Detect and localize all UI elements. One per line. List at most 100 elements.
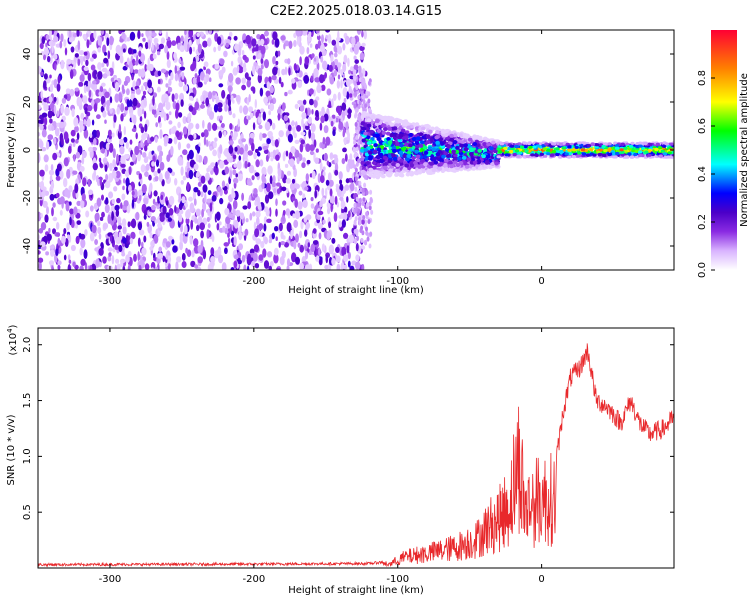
heatmap-cell — [332, 129, 336, 137]
heatmap-cell — [297, 201, 303, 210]
heatmap-cell — [97, 71, 103, 80]
heatmap-cell — [59, 209, 63, 216]
heatmap-cell — [114, 81, 119, 92]
heatmap-cell — [353, 238, 357, 244]
heatmap-cell — [457, 156, 462, 161]
heatmap-cell — [594, 143, 600, 147]
heatmap-cell — [104, 91, 110, 99]
heatmap-cell — [308, 31, 312, 37]
heatmap-cell — [301, 118, 304, 128]
heatmap-cell — [607, 148, 612, 152]
heatmap-cell — [408, 132, 414, 137]
heatmap-cell — [141, 183, 147, 194]
heatmap-cell — [344, 206, 348, 213]
heatmap-cell — [611, 152, 616, 156]
heatmap-cell — [466, 157, 472, 162]
heatmap-cell — [119, 54, 124, 64]
heatmap-cell — [76, 132, 80, 140]
heatmap-cell — [241, 77, 246, 84]
heatmap-cell — [327, 33, 332, 44]
heatmap-cell — [122, 266, 126, 270]
heatmap-cell — [321, 106, 325, 116]
heatmap-cell — [251, 142, 255, 152]
heatmap-cell — [328, 179, 334, 187]
heatmap-cell — [339, 179, 343, 185]
heatmap-cell — [278, 130, 284, 138]
heatmap-cell — [73, 154, 76, 162]
heatmap-cell — [192, 77, 197, 85]
heatmap-cell — [355, 85, 359, 91]
heatmap-cell — [219, 115, 223, 121]
heatmap-cell — [47, 55, 51, 63]
heatmap-cell — [208, 77, 212, 82]
heatmap-cell — [140, 68, 146, 78]
heatmap-cell — [365, 135, 371, 140]
heatmap-cell — [365, 230, 369, 236]
heatmap-cell — [322, 60, 328, 70]
heatmap-cell — [178, 214, 183, 223]
heatmap-cell — [133, 69, 139, 74]
heatmap-cell — [87, 178, 91, 187]
heatmap-cell — [144, 145, 148, 152]
heatmap-cell — [157, 70, 162, 77]
heatmap-cell — [253, 244, 260, 253]
heatmap-cell — [40, 51, 45, 56]
heatmap-cell — [585, 153, 591, 157]
heatmap-cell — [214, 250, 220, 259]
heatmap-cell — [244, 228, 249, 236]
heatmap-cell — [202, 40, 208, 48]
heatmap-cell — [215, 161, 218, 169]
heatmap-cell — [304, 186, 309, 191]
heatmap-cell — [101, 82, 106, 87]
heatmap-cell — [180, 99, 184, 107]
heatmap-cell — [311, 170, 316, 180]
heatmap-cell — [188, 95, 194, 101]
heatmap-cell — [340, 69, 344, 76]
heatmap-cell — [188, 122, 194, 129]
heatmap-cell — [472, 160, 478, 165]
heatmap-cell — [138, 264, 142, 270]
heatmap-cell — [89, 264, 93, 270]
heatmap-cell — [308, 88, 314, 95]
heatmap-cell — [83, 129, 89, 139]
heatmap-cell — [650, 155, 655, 159]
heatmap-cell — [111, 211, 114, 221]
heatmap-cell — [302, 199, 308, 208]
heatmap-cell — [43, 73, 48, 80]
heatmap-cell — [213, 103, 219, 113]
heatmap-cell — [118, 92, 123, 102]
heatmap-cell — [180, 35, 184, 42]
heatmap-cell — [167, 138, 173, 144]
heatmap-cell — [364, 103, 368, 109]
heatmap-cell — [83, 51, 88, 56]
heatmap-cell — [280, 231, 284, 240]
heatmap-cell — [148, 174, 152, 181]
heatmap-cell — [255, 210, 261, 218]
heatmap-cell — [85, 210, 90, 218]
heatmap-cell — [449, 137, 455, 142]
heatmap-cell — [385, 131, 391, 136]
heatmap-cell — [361, 219, 365, 225]
heatmap-cell — [154, 175, 159, 182]
heatmap-cell — [334, 162, 339, 173]
heatmap-cell — [63, 228, 67, 235]
heatmap-cell — [477, 148, 483, 153]
heatmap-cell — [254, 99, 257, 109]
heatmap-cell — [228, 213, 234, 219]
heatmap-cell — [411, 137, 417, 141]
heatmap-cell — [355, 161, 359, 167]
heatmap-cell — [290, 146, 296, 154]
heatmap-cell — [362, 215, 366, 220]
heatmap-cell — [364, 156, 370, 161]
heatmap-cell — [148, 185, 151, 196]
heatmap-cell — [52, 152, 58, 161]
heatmap-cell — [188, 149, 194, 160]
heatmap-cell — [63, 254, 67, 261]
heatmap-cell — [188, 105, 194, 112]
heatmap-cell — [99, 86, 104, 93]
heatmap-cell — [291, 78, 296, 84]
heatmap-cell — [93, 138, 97, 146]
heatmap-cell — [133, 253, 137, 262]
heatmap-cell — [111, 170, 117, 179]
heatmap-cell — [121, 193, 126, 201]
